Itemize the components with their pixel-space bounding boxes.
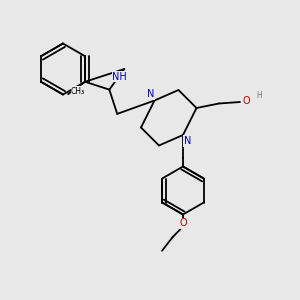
- Text: O: O: [243, 95, 250, 106]
- Text: O: O: [179, 218, 187, 229]
- Text: N: N: [147, 89, 155, 100]
- Text: NH: NH: [112, 71, 127, 82]
- Text: H: H: [256, 92, 262, 100]
- Text: CH₃: CH₃: [71, 87, 85, 96]
- Text: N: N: [184, 136, 191, 146]
